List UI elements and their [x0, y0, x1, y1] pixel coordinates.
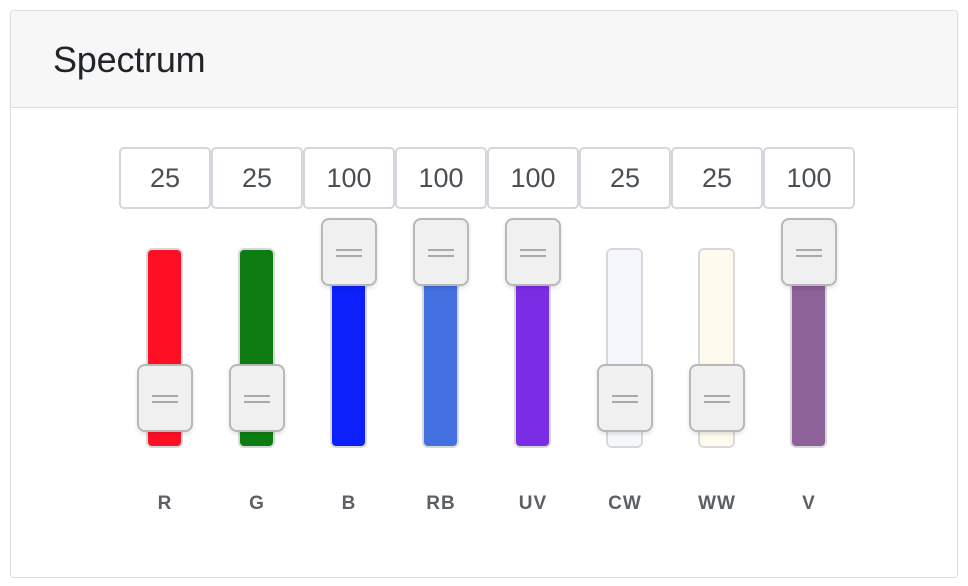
channel-ww-slider[interactable] [671, 218, 763, 458]
channel-ww-value-input[interactable] [671, 147, 763, 209]
channel-uv-label: UV [518, 493, 548, 514]
channel-cw-slider[interactable] [579, 218, 671, 458]
channel-g-slider[interactable] [211, 218, 303, 458]
channel-rb: RB [395, 108, 487, 577]
grip-lines-icon [428, 249, 454, 251]
channel-g-slider-handle[interactable] [229, 364, 285, 432]
channel-rb-slider-handle[interactable] [413, 218, 469, 286]
channel-b-label: B [341, 493, 357, 514]
channel-r-slider-handle[interactable] [137, 364, 193, 432]
card-header: Spectrum [11, 11, 957, 108]
channel-rb-label: RB [426, 493, 456, 514]
grip-lines-icon [244, 395, 270, 397]
channel-b: B [303, 108, 395, 577]
channel-uv-slider[interactable] [487, 218, 579, 458]
channel-v-label: V [802, 493, 816, 514]
channel-r-slider[interactable] [119, 218, 211, 458]
channel-v: V [763, 108, 855, 577]
channel-cw-value-input[interactable] [579, 147, 671, 209]
channel-r-value-input[interactable] [119, 147, 211, 209]
grip-lines-icon [152, 395, 178, 397]
channel-cw-label: CW [608, 493, 642, 514]
channel-g-value-input[interactable] [211, 147, 303, 209]
grip-lines-icon [336, 249, 362, 251]
grip-lines-icon [520, 255, 546, 257]
channel-uv-value-input[interactable] [487, 147, 579, 209]
channel-v-slider[interactable] [763, 218, 855, 458]
channel-uv-slider-handle[interactable] [505, 218, 561, 286]
grip-lines-icon [244, 401, 270, 403]
channel-b-value-input[interactable] [303, 147, 395, 209]
channel-cw: CW [579, 108, 671, 577]
channel-r: R [119, 108, 211, 577]
grip-lines-icon [796, 255, 822, 257]
channel-ww: WW [671, 108, 763, 577]
channel-ww-slider-handle[interactable] [689, 364, 745, 432]
channel-g: G [211, 108, 303, 577]
grip-lines-icon [428, 255, 454, 257]
channel-uv: UV [487, 108, 579, 577]
grip-lines-icon [704, 401, 730, 403]
grip-lines-icon [796, 249, 822, 251]
card-title: Spectrum [53, 39, 206, 80]
grip-lines-icon [336, 255, 362, 257]
grip-lines-icon [520, 249, 546, 251]
channel-v-value-input[interactable] [763, 147, 855, 209]
channel-rb-slider[interactable] [395, 218, 487, 458]
grip-lines-icon [704, 395, 730, 397]
grip-lines-icon [612, 401, 638, 403]
channel-rb-value-input[interactable] [395, 147, 487, 209]
grip-lines-icon [152, 401, 178, 403]
spectrum-channels: R G B RB UV CW WW V [11, 108, 957, 577]
channel-v-slider-handle[interactable] [781, 218, 837, 286]
channel-g-label: G [249, 493, 265, 514]
channel-cw-slider-handle[interactable] [597, 364, 653, 432]
spectrum-card: Spectrum R G B RB UV CW WW V [10, 10, 958, 578]
grip-lines-icon [612, 395, 638, 397]
channel-b-slider[interactable] [303, 218, 395, 458]
channel-b-slider-handle[interactable] [321, 218, 377, 286]
channel-r-label: R [157, 493, 173, 514]
channel-ww-label: WW [698, 493, 736, 514]
